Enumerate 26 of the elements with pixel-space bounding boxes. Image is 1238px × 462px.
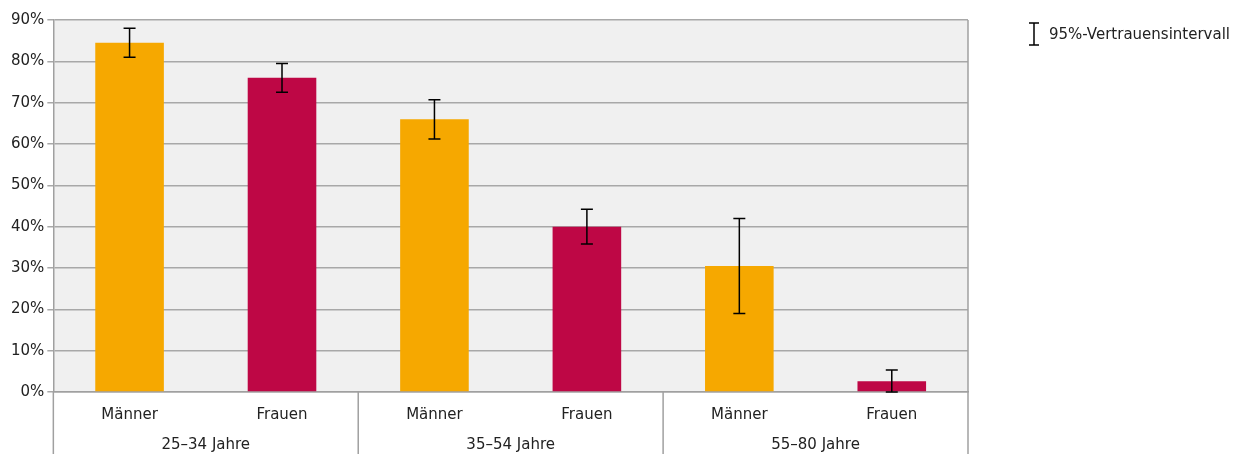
bar [552,226,622,392]
bar [400,119,469,392]
x-tick-label: Männer [711,404,769,423]
x-tick-label: Frauen [561,404,613,423]
text: 35–54 Jahre [466,435,555,454]
y-tick-label: 70% [11,92,45,111]
x-tick-label: Frauen [866,404,918,423]
text: 55–80 Jahre [771,435,860,454]
bar [857,381,927,392]
y-tick-label: 90% [11,9,45,28]
bar [247,77,317,392]
y-tick-label: 0% [20,381,45,400]
x-tick-label: Männer [101,404,159,423]
y-tick-label: 40% [11,216,45,235]
y-tick-label: 50% [11,175,45,194]
bar [95,42,164,392]
text: 25–34 Jahre [161,435,251,454]
y-tick-label: 80% [11,51,45,70]
x-tick-label: Frauen [256,404,308,423]
y-tick-label: 60% [11,133,45,152]
y-tick-label: 20% [11,299,45,318]
y-tick-label: 10% [11,340,45,359]
bar [705,265,774,392]
x-tick-label: Männer [406,404,464,423]
y-tick-label: 30% [11,257,45,276]
legend-title: 95%-Vertrauensintervall [1048,25,1230,43]
